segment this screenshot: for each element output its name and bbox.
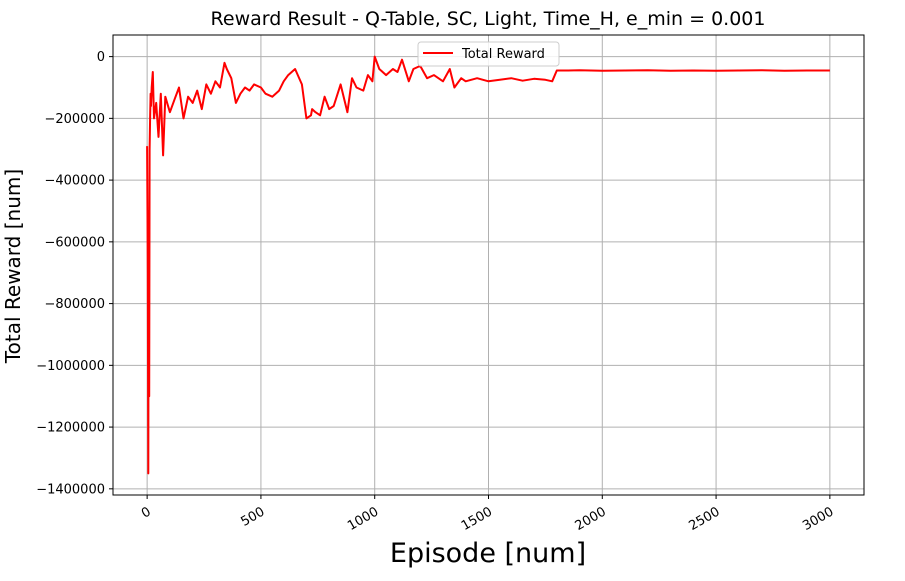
- series-line-1: [146, 55, 830, 475]
- y-tick-label: −1200000: [36, 421, 105, 436]
- legend-label: Total Reward: [461, 47, 545, 62]
- y-tick-label: −800000: [44, 297, 105, 312]
- y-tick-label: 0: [97, 50, 105, 65]
- grid-lines: [113, 35, 864, 495]
- y-tick-label: −1400000: [36, 482, 105, 497]
- y-tick-label: −200000: [44, 112, 105, 127]
- y-axis-title: Total Reward [num]: [1, 169, 25, 364]
- legend: Total Reward: [417, 41, 560, 67]
- series-layer: [146, 55, 830, 475]
- x-axis-title: Episode [num]: [390, 538, 586, 569]
- y-tick-label: −1000000: [36, 359, 105, 374]
- legend-box: [417, 41, 560, 67]
- y-tick-label: −600000: [44, 235, 105, 250]
- chart-title: Reward Result - Q-Table, SC, Light, Time…: [211, 8, 766, 30]
- y-tick-label: −400000: [44, 174, 105, 189]
